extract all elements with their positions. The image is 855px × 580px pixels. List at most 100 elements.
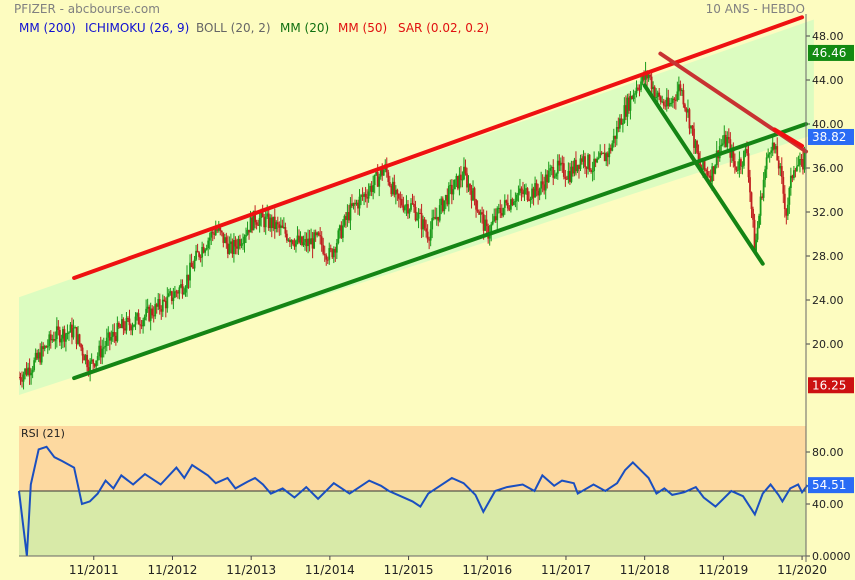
candle-body bbox=[605, 153, 608, 162]
candle-body bbox=[240, 243, 243, 246]
candle-body bbox=[558, 160, 561, 166]
candle-body bbox=[198, 252, 201, 257]
candle-body bbox=[393, 181, 396, 195]
candle-body bbox=[287, 239, 290, 241]
candle-body bbox=[216, 229, 219, 231]
y-tick-label: 28.00 bbox=[812, 250, 844, 263]
candle-body bbox=[341, 225, 344, 238]
candle-body bbox=[509, 199, 512, 210]
candle-body bbox=[335, 242, 338, 253]
candle-body bbox=[110, 337, 113, 341]
candle-body bbox=[682, 90, 685, 105]
candle-body bbox=[229, 241, 232, 245]
candle-body bbox=[278, 224, 281, 228]
candle-body bbox=[693, 128, 695, 148]
candle-body bbox=[572, 166, 574, 174]
candle-body bbox=[596, 158, 599, 163]
candle-body bbox=[667, 97, 670, 106]
candle-body bbox=[587, 154, 589, 169]
x-tick-label: 11/2015 bbox=[384, 563, 434, 577]
candle-body bbox=[167, 293, 170, 297]
candle-body bbox=[479, 212, 482, 215]
candle-body bbox=[87, 367, 90, 373]
candle-body bbox=[410, 203, 412, 210]
candle-body bbox=[475, 199, 477, 210]
candle-body bbox=[582, 156, 585, 162]
candle-body bbox=[662, 101, 665, 106]
candle-body bbox=[450, 184, 453, 195]
candle-body bbox=[755, 239, 757, 253]
candle-body bbox=[482, 214, 485, 231]
price-badge-bg bbox=[808, 128, 854, 145]
candle-body bbox=[565, 178, 568, 180]
candle-body bbox=[136, 313, 138, 317]
indicator-sar[interactable]: SAR (0.02, 0.2) bbox=[398, 21, 489, 35]
candle-body bbox=[364, 193, 367, 197]
candle-body bbox=[649, 74, 652, 77]
candle-body bbox=[789, 175, 792, 189]
candle-body bbox=[152, 315, 155, 317]
candle-body bbox=[222, 232, 225, 243]
candle-body bbox=[284, 227, 287, 234]
candle-body bbox=[93, 363, 96, 367]
candle-body bbox=[273, 216, 276, 230]
candle-body bbox=[190, 262, 193, 268]
candle-body bbox=[305, 238, 308, 247]
candle-body bbox=[528, 199, 530, 201]
candle-body bbox=[255, 222, 258, 225]
candle-body bbox=[576, 164, 579, 172]
candle-body bbox=[325, 255, 328, 260]
price-badge-text: 46.46 bbox=[812, 46, 846, 60]
candle-body bbox=[275, 222, 278, 230]
indicator-mm20[interactable]: MM (20) bbox=[280, 21, 330, 35]
candle-body bbox=[497, 207, 500, 209]
indicator-boll[interactable]: BOLL (20, 2) bbox=[196, 21, 271, 35]
candle-body bbox=[351, 203, 353, 207]
candle-body bbox=[61, 329, 64, 339]
candle-body bbox=[741, 165, 744, 167]
candle-body bbox=[777, 160, 780, 169]
rsi-badge-bg bbox=[808, 477, 854, 494]
candle-body bbox=[357, 202, 359, 209]
candle-body bbox=[251, 217, 253, 231]
candle-body bbox=[334, 248, 337, 253]
candle-body bbox=[28, 367, 31, 376]
candle-body bbox=[659, 96, 662, 102]
candle-body bbox=[187, 274, 190, 281]
y-tick-label: 20.00 bbox=[812, 338, 844, 351]
candle-body bbox=[25, 368, 28, 375]
candle-body bbox=[499, 207, 502, 214]
candle-body bbox=[491, 221, 494, 225]
candle-body bbox=[181, 284, 184, 295]
indicator-mm50[interactable]: MM (50) bbox=[338, 21, 388, 35]
candle-body bbox=[285, 233, 288, 241]
candle-body bbox=[476, 209, 479, 212]
candle-body bbox=[697, 152, 700, 159]
channel-band bbox=[19, 19, 814, 396]
candle-body bbox=[525, 188, 527, 190]
candle-body bbox=[567, 171, 570, 180]
candle-body bbox=[785, 209, 788, 216]
candle-body bbox=[348, 212, 350, 221]
indicator-mm200[interactable]: MM (200) bbox=[19, 21, 76, 35]
candle-body bbox=[39, 352, 42, 363]
x-tick-label: 11/2019 bbox=[698, 563, 748, 577]
candle-body bbox=[797, 164, 800, 167]
indicator-ichimoku[interactable]: ICHIMOKU (26, 9) bbox=[85, 21, 190, 35]
candle-body bbox=[346, 212, 349, 220]
candle-body bbox=[310, 238, 312, 245]
candle-body bbox=[617, 127, 620, 129]
candle-body bbox=[90, 359, 93, 362]
candle-body bbox=[447, 185, 450, 205]
candle-body bbox=[183, 292, 185, 295]
candle-body bbox=[128, 318, 131, 326]
candle-body bbox=[388, 181, 391, 186]
candle-body bbox=[783, 193, 786, 210]
candle-body bbox=[702, 160, 704, 170]
candle-body bbox=[252, 210, 255, 231]
candle-body bbox=[658, 92, 661, 97]
candle-body bbox=[464, 166, 467, 174]
rsi-y-tick-label: 80.00 bbox=[812, 446, 844, 459]
candle-body bbox=[493, 216, 496, 222]
candle-body bbox=[352, 202, 355, 207]
